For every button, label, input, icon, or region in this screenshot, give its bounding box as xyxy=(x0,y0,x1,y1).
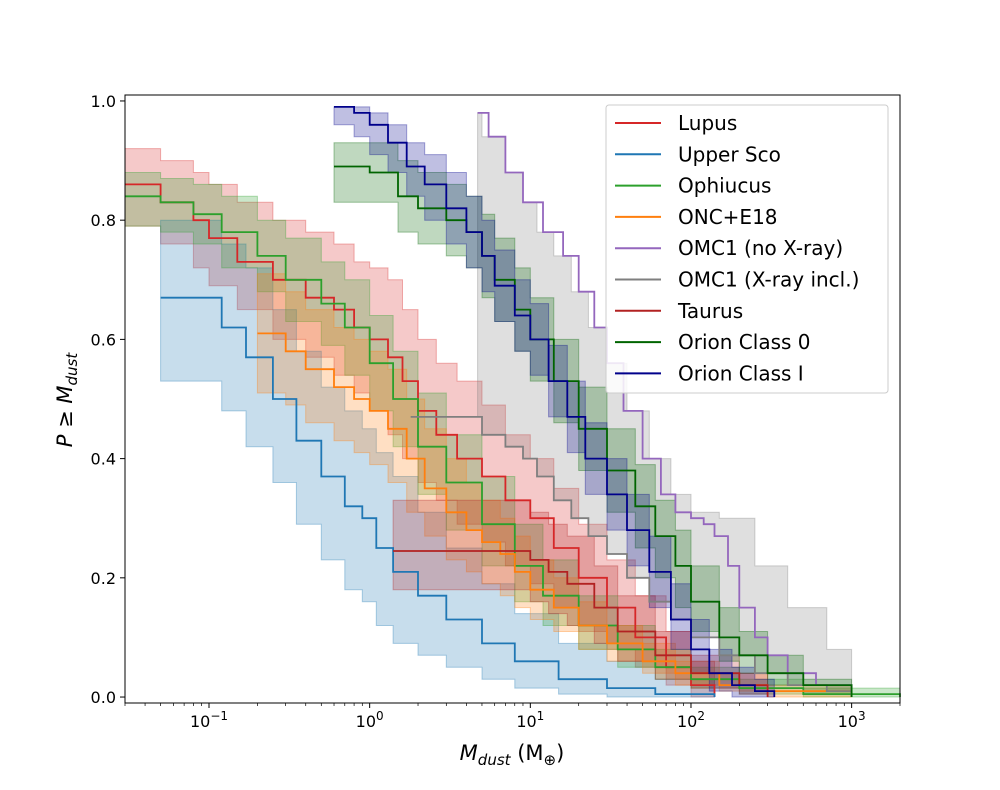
line-taurus xyxy=(393,550,769,697)
x-tick-label: 100 xyxy=(356,709,384,731)
y-axis-label: P ≥ Mdust xyxy=(53,352,81,448)
x-axis-label: Mdust (M⊕) xyxy=(460,741,565,769)
legend-items: Lupus Upper Sco Ophiucus ONC+E18 OMC1 (no X-… xyxy=(615,111,859,385)
plot-area-frame xyxy=(124,94,901,704)
line-omc1-no-x-ray xyxy=(477,112,853,697)
band-taurus xyxy=(392,499,769,697)
x-tick-label: 102 xyxy=(677,709,705,731)
line-omc1-x-ray-incl xyxy=(410,415,853,697)
x-tick-label: 103 xyxy=(838,709,866,731)
y-tick-label: 0.2 xyxy=(91,569,116,588)
x-tick-label: 10−1 xyxy=(190,709,228,731)
line-onc-e18 xyxy=(257,332,853,697)
legend-box xyxy=(605,104,889,394)
legend: Lupus Upper Sco Ophiucus ONC+E18 OMC1 (no X-… xyxy=(605,104,889,394)
legend-label-taurus: Taurus xyxy=(677,299,743,323)
legend-label-orion-class-i: Orion Class I xyxy=(678,361,804,385)
y-tick-label: 1.0 xyxy=(91,92,116,111)
line-upper-sco xyxy=(160,296,716,697)
confidence-bands xyxy=(124,106,901,698)
legend-label-lupus: Lupus xyxy=(678,111,737,135)
legend-label-omc1-x-ray-incl: OMC1 (X-ray incl.) xyxy=(678,268,859,292)
legend-label-upper-sco: Upper Sco xyxy=(678,142,781,166)
x-tick-label: 101 xyxy=(516,709,544,731)
x-axis-ticks: 10−1 100 101 102 103 xyxy=(124,703,901,731)
y-tick-label: 0.8 xyxy=(91,211,116,230)
band-orion-class-0 xyxy=(333,142,853,697)
legend-label-ophiucus: Ophiucus xyxy=(678,174,771,198)
y-axis-ticks: 0.0 0.2 0.4 0.6 0.8 1.0 xyxy=(91,92,125,707)
y-tick-label: 0.4 xyxy=(91,450,116,469)
legend-label-onc-e18: ONC+E18 xyxy=(678,205,778,229)
y-tick-label: 0.6 xyxy=(91,330,116,349)
y-tick-label: 0.0 xyxy=(91,688,116,707)
legend-label-orion-class-0: Orion Class 0 xyxy=(678,330,811,354)
legend-label-omc1-no-x-ray: OMC1 (no X-ray) xyxy=(678,236,843,260)
line-orion-class-i xyxy=(334,106,776,697)
series-lines xyxy=(125,106,901,697)
